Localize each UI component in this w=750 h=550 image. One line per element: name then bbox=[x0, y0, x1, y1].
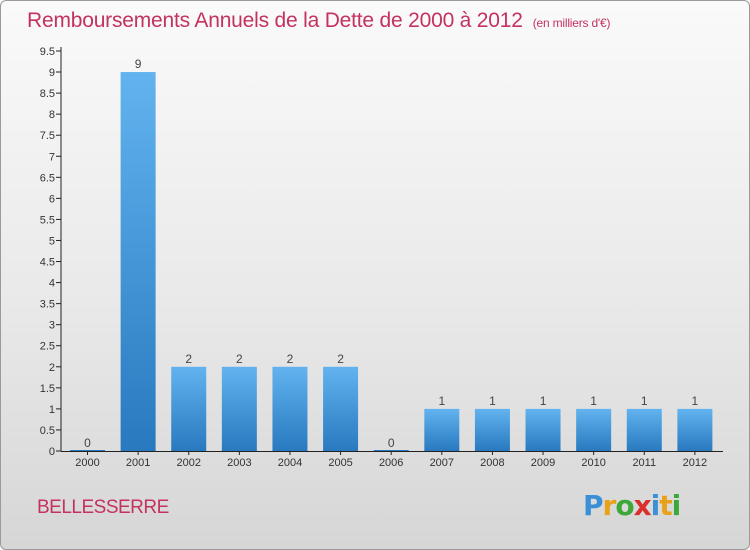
value-label: 0 bbox=[388, 436, 395, 450]
y-tick-label: 0 bbox=[49, 446, 55, 458]
bar-2009 bbox=[525, 408, 561, 451]
bar-2006 bbox=[373, 450, 409, 451]
value-label: 1 bbox=[540, 394, 547, 408]
y-tick-label: 1 bbox=[49, 404, 55, 416]
x-tick-label: 2009 bbox=[531, 457, 555, 469]
x-tick-label: 2002 bbox=[176, 457, 200, 469]
x-tick-label: 2001 bbox=[126, 457, 150, 469]
bar-2003 bbox=[221, 366, 257, 451]
y-tick-label: 6 bbox=[49, 193, 55, 205]
x-tick-label: 2008 bbox=[480, 457, 504, 469]
logo-letter-t: t bbox=[659, 489, 672, 522]
logo-letter-o: o bbox=[615, 489, 634, 522]
value-label: 2 bbox=[287, 352, 294, 366]
bar-2012 bbox=[677, 408, 713, 451]
x-tick-label: 2003 bbox=[227, 457, 251, 469]
value-label: 9 bbox=[135, 57, 142, 71]
chart-subtitle: (en milliers d'€) bbox=[532, 16, 611, 30]
labels-group: 0 2000 9 2001 2 2002 2 2003 2 2004 2 2005 0 2006 1 2007… bbox=[75, 57, 707, 469]
value-label: 1 bbox=[590, 394, 597, 408]
value-label: 2 bbox=[337, 352, 344, 366]
axes: 0 0.5 1 1.5 2 2.5 3 3.5 4 4.5 5 5.5 6 6.5 7 7.5 8 8.5 9 9.5 bbox=[40, 46, 723, 458]
commune-name: BELLESSERRE bbox=[37, 497, 169, 518]
x-tick-label: 2012 bbox=[683, 457, 707, 469]
y-tick-label: 2 bbox=[49, 362, 55, 374]
value-label: 1 bbox=[438, 394, 445, 408]
bar-2000 bbox=[70, 450, 105, 451]
logo-letter-i1: i bbox=[650, 489, 661, 522]
logo-letter-p: P bbox=[583, 489, 604, 522]
logo-letter-i2: i bbox=[671, 489, 682, 522]
chart-title: Remboursements Annuels de la Dette de 20… bbox=[27, 9, 610, 33]
logo-letter-r: r bbox=[602, 489, 617, 522]
y-tick-label: 0.5 bbox=[40, 425, 55, 437]
x-tick-label: 2011 bbox=[632, 457, 656, 469]
y-tick-label: 2.5 bbox=[40, 341, 55, 353]
bar-2002 bbox=[171, 366, 207, 451]
y-tick-label: 4 bbox=[49, 278, 55, 290]
x-tick-label: 2010 bbox=[581, 457, 605, 469]
y-tick-label: 7 bbox=[49, 151, 55, 163]
bars-group bbox=[70, 72, 713, 451]
x-tick-label: 2000 bbox=[75, 457, 99, 469]
y-tick-label: 9 bbox=[49, 67, 55, 79]
bar-2007 bbox=[424, 408, 460, 451]
bar-2004 bbox=[272, 366, 308, 451]
title-text: Remboursements Annuels de la Dette de 20… bbox=[27, 9, 523, 32]
bar-2001 bbox=[120, 72, 156, 451]
proxiti-logo: Proxiti bbox=[583, 489, 682, 522]
y-tick-label: 5.5 bbox=[40, 214, 55, 226]
x-tick-label: 2007 bbox=[430, 457, 454, 469]
value-label: 0 bbox=[84, 436, 91, 450]
value-label: 1 bbox=[692, 394, 699, 408]
bar-2011 bbox=[626, 408, 662, 451]
y-tick-label: 5 bbox=[49, 235, 55, 247]
y-tick-label: 8 bbox=[49, 109, 55, 121]
value-label: 2 bbox=[236, 352, 243, 366]
y-tick-label: 9.5 bbox=[40, 46, 55, 58]
x-tick-label: 2006 bbox=[379, 457, 403, 469]
logo-letter-x: x bbox=[633, 489, 652, 522]
y-tick-label: 7.5 bbox=[40, 130, 55, 142]
x-tick-label: 2005 bbox=[328, 457, 352, 469]
value-label: 1 bbox=[489, 394, 496, 408]
y-tick-label: 1.5 bbox=[40, 383, 55, 395]
y-tick-label: 3 bbox=[49, 320, 55, 332]
y-tick-label: 3.5 bbox=[40, 299, 55, 311]
y-tick-label: 6.5 bbox=[40, 172, 55, 184]
bar-2010 bbox=[576, 408, 612, 451]
y-tick-label: 4.5 bbox=[40, 257, 55, 269]
value-label: 1 bbox=[641, 394, 648, 408]
bar-2008 bbox=[474, 408, 510, 451]
x-tick-label: 2004 bbox=[278, 457, 302, 469]
value-label: 2 bbox=[185, 352, 192, 366]
y-tick-label: 8.5 bbox=[40, 88, 55, 100]
bar-2005 bbox=[323, 366, 359, 451]
